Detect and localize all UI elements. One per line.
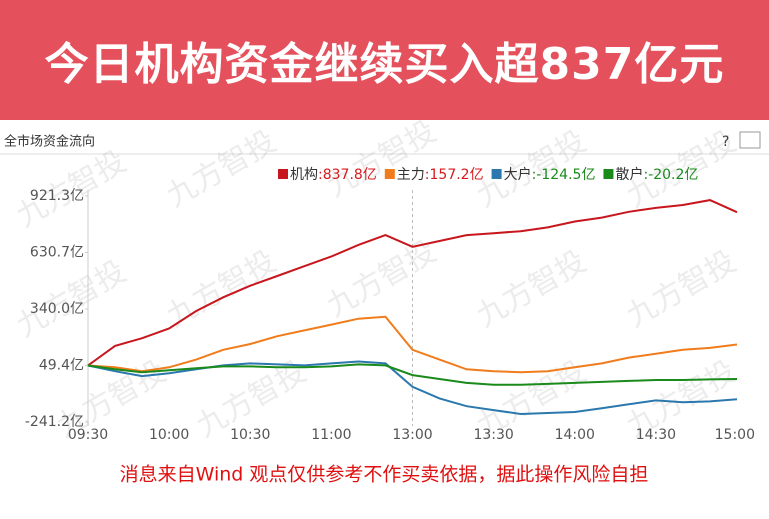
legend-value: :157.2亿 [425, 167, 484, 183]
legend-value: :-124.5亿 [532, 167, 596, 183]
x-tick-label: 09:30 [68, 427, 108, 443]
watermark: 九方智投 [161, 244, 282, 334]
watermark: 九方智投 [321, 234, 442, 324]
x-tick-label: 10:00 [149, 427, 189, 443]
x-tick-label: 13:30 [473, 427, 513, 443]
y-tick-label: -241.2亿 [25, 414, 84, 430]
series-line [87, 315, 738, 374]
watermark: 九方智投 [621, 244, 742, 334]
x-tick-label: 10:30 [230, 427, 270, 443]
series-line [87, 199, 738, 367]
legend-label: 散户 [615, 166, 643, 183]
legend-value: :-20.2亿 [643, 167, 698, 183]
y-tick-label: 340.0亿 [30, 301, 84, 317]
legend-swatch [603, 169, 614, 179]
watermark: 九方智投 [161, 124, 282, 214]
legend-swatch [384, 169, 395, 179]
watermark: 九方智投 [11, 254, 132, 344]
legend-label: 主力 [397, 167, 425, 183]
banner: 今日机构资金继续买入超837亿元 [0, 0, 769, 120]
help-button[interactable]: ? [722, 134, 729, 150]
legend-value: :837.8亿 [318, 167, 377, 183]
watermark: 九方智投 [321, 120, 442, 204]
legend-label: 大户 [504, 166, 532, 183]
y-tick-label: 630.7亿 [30, 244, 84, 260]
x-tick-label: 11:00 [311, 427, 351, 443]
series-line [87, 363, 738, 386]
banner-title: 今日机构资金继续买入超837亿元 [44, 39, 725, 90]
legend-label: 机构 [290, 167, 318, 183]
chart: 全市场资金流向 ? 九方智投 九方智投 九方智投 九方智投 九方智投 九方智投 … [0, 120, 769, 486]
watermark-icon [739, 131, 761, 149]
legend-swatch [491, 169, 502, 179]
disclaimer: 消息来自Wind 观点仅供参考不作买卖依据，据此操作风险自担 [120, 464, 649, 486]
panel-title: 全市场资金流向 [4, 134, 95, 150]
y-tick-label: 921.3亿 [30, 188, 84, 204]
x-tick-label: 15:00 [715, 427, 755, 443]
legend-swatch [278, 169, 288, 179]
x-tick-label: 14:30 [636, 427, 676, 443]
watermark: 九方智投 [471, 244, 592, 334]
y-tick-label: 49.4亿 [39, 358, 84, 374]
x-tick-label: 13:00 [392, 427, 432, 443]
x-tick-label: 14:00 [555, 427, 595, 443]
